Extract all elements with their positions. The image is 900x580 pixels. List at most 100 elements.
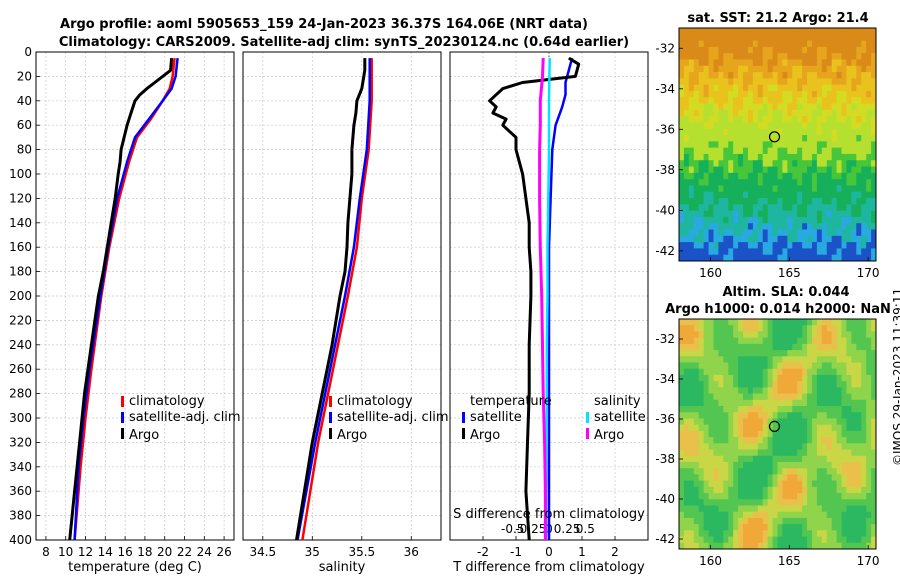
heatmap-cell [713,116,719,123]
heatmap-cell [802,542,808,550]
heatmap-cell [866,65,872,73]
heatmap-cell [851,381,857,388]
heatmap-cell [752,153,759,161]
heatmap-cell [767,242,774,249]
heatmap-cell [757,530,764,538]
heatmap-cell [777,198,783,205]
heatmap-cell [836,468,843,475]
heatmap-cell [836,536,843,544]
legend-label-climatology: climatology [129,394,205,409]
heatmap-cell [826,53,833,60]
heatmap-cell [693,235,700,243]
heatmap-cell [851,517,857,525]
heatmap-cell [743,204,749,212]
heatmap-cell [792,166,798,174]
heatmap-cell [871,248,877,256]
heatmap-cell [851,337,857,345]
heatmap-cell [826,90,833,98]
heatmap-cell [698,368,705,376]
heatmap-cell [851,362,857,370]
heatmap-cell [743,210,749,218]
heatmap-cell [688,103,695,111]
heatmap-cell [821,493,828,500]
heatmap-cell [787,493,793,500]
heatmap-cell [762,337,769,345]
heatmap-cell [703,216,710,224]
heatmap-cell [861,387,867,395]
heatmap-cell [816,461,823,469]
heatmap-cell [703,542,710,550]
heatmap-cell [703,198,710,205]
heatmap-cell [683,325,690,332]
heatmap-cell [762,59,769,67]
heatmap-cell [713,468,719,475]
heatmap-cell [679,524,685,531]
heatmap-cell [811,418,818,426]
heatmap-cell [861,374,867,382]
heatmap-cell [679,337,685,345]
map-y-tick-label: -40 [655,492,675,506]
heatmap-cell [821,461,828,469]
heatmap-cell [831,172,838,180]
heatmap-cell [762,28,769,35]
heatmap-cell [738,374,744,382]
heatmap-cell [688,449,695,457]
heatmap-cell [708,210,714,218]
heatmap-cell [728,480,734,488]
heatmap-cell [733,72,739,79]
heatmap-cell [757,191,764,199]
heatmap-cell [777,337,783,345]
heatmap-cell [826,455,833,463]
x-tick-label: 16 [117,545,132,559]
heatmap-cell [679,160,685,168]
heatmap-cell [782,530,788,538]
heatmap-cell [792,542,798,550]
heatmap-cell [831,350,838,357]
heatmap-cell [733,337,739,345]
heatmap-cell [693,381,700,388]
heatmap-cell [743,229,749,237]
heatmap-cell [723,505,729,513]
heatmap-cell [826,350,833,357]
heatmap-cell [738,216,744,224]
heatmap-cell [738,210,744,218]
heatmap-cell [841,474,847,482]
heatmap-cell [743,437,749,444]
heatmap-cell [871,430,877,438]
heatmap-cell [762,536,769,544]
heatmap-cell [787,437,793,444]
heatmap-cell [856,97,862,105]
heatmap-cell [767,235,774,243]
heatmap-cell [743,381,749,388]
heatmap-cell [747,90,754,98]
heatmap-cell [802,325,808,332]
heatmap-cell [743,147,749,155]
heatmap-cell [826,412,833,419]
heatmap-cell [723,210,729,218]
heatmap-cell [826,97,833,105]
heatmap-cell [821,179,828,186]
heatmap-cell [861,229,867,237]
heatmap-cell [797,449,803,457]
heatmap-cell [846,362,852,370]
heatmap-cell [693,179,700,186]
heatmap-cell [797,65,803,73]
heatmap-cell [866,242,872,249]
heatmap-cell [851,387,857,395]
heatmap-cell [856,542,862,550]
heatmap-cell [698,524,705,531]
heatmap-cell [747,505,754,513]
heatmap-cell [698,34,705,42]
heatmap-cell [708,356,714,364]
heatmap-cell [708,337,714,345]
heatmap-cell [703,455,710,463]
heatmap-cell [743,468,749,475]
heatmap-cell [698,493,705,500]
heatmap-cell [743,399,749,407]
heatmap-cell [752,542,759,550]
heatmap-cell [856,499,862,506]
legend-label-s-satellite: satellite [594,410,646,425]
heatmap-cell [821,254,828,262]
heatmap-cell [871,530,877,538]
heatmap-cell [856,319,862,326]
